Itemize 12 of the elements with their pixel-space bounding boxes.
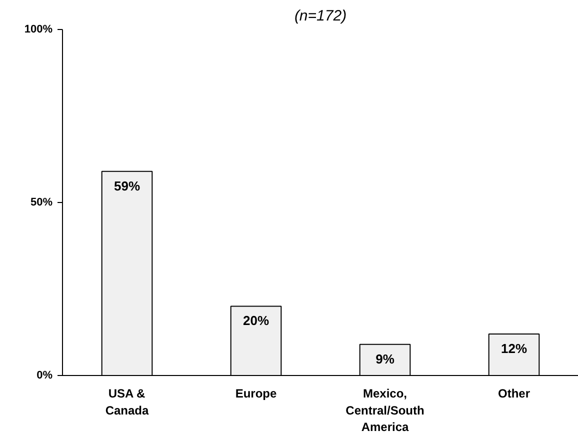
chart-title: (n=172) [294, 8, 347, 24]
x-tick-label: Mexico, Central/South America [346, 386, 424, 434]
data-label: 20% [242, 313, 270, 328]
data-label: 12% [500, 340, 528, 356]
x-tick-label: Other [498, 386, 530, 400]
y-tick-label: 0% [36, 370, 53, 382]
x-tick-label: Europe [235, 386, 277, 400]
y-tick-label: 50% [30, 196, 53, 208]
data-label: 59% [114, 178, 140, 194]
x-tick-label: USA & Canada [105, 386, 149, 418]
data-label: 9% [376, 351, 395, 366]
y-tick-label: 100% [24, 24, 53, 36]
